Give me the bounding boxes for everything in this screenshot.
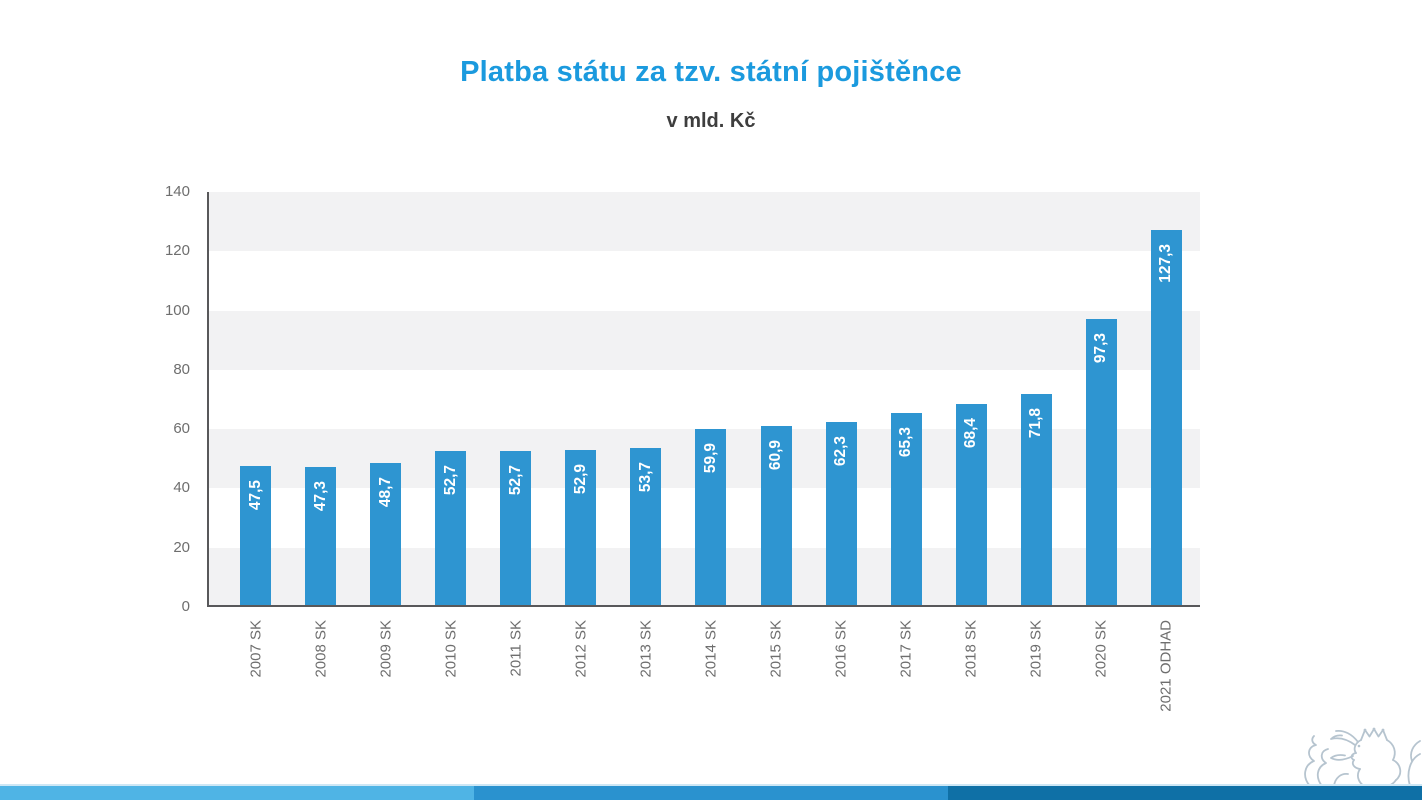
bar: 52,7 [500, 450, 532, 607]
bar-value-label: 60,9 [767, 440, 785, 471]
bar-value-label: 52,7 [441, 464, 459, 495]
x-axis-label: 2008 SK [312, 620, 330, 678]
bar: 60,9 [760, 426, 792, 607]
bar-value-label: 47,5 [246, 480, 264, 511]
bar-value-label: 127,3 [1157, 243, 1175, 283]
y-axis-labels: 0 20 40 60 80 100 120 140 [150, 183, 198, 615]
bar: 62,3 [825, 422, 857, 607]
footer-segment-left [0, 786, 474, 800]
lion-wing-edge-2 [1410, 740, 1421, 762]
x-axis-label: 2011 SK [507, 620, 525, 677]
chart-title: Platba státu za tzv. státní pojištěnce [460, 56, 962, 88]
y-axis-tick-label: 100 [164, 301, 190, 319]
bar: 65,3 [890, 413, 922, 607]
bar: 59,9 [695, 429, 727, 607]
lion-front-leg-2 [1335, 729, 1359, 743]
bar-value-label: 47,3 [311, 480, 329, 511]
bar: 53,7 [630, 447, 662, 607]
grid-band [207, 310, 1200, 370]
bar-value-label: 48,7 [376, 476, 394, 507]
lion-mane-curl-2 [1392, 759, 1402, 781]
y-axis-tick-label: 140 [164, 183, 190, 200]
bar-value-label: 53,7 [636, 461, 654, 492]
bar: 127,3 [1150, 229, 1182, 607]
x-axis-label: 2007 SK [247, 620, 264, 678]
grid-band [207, 192, 1200, 252]
footer-segment-middle [474, 786, 948, 800]
bar: 47,5 [240, 466, 271, 607]
footer-segment-right [948, 786, 1422, 800]
czech-lion-logo-icon [1304, 727, 1421, 787]
lion-tail-1 [1304, 735, 1317, 787]
y-axis-line [207, 192, 209, 607]
bar-value-label: 62,3 [832, 436, 850, 467]
x-axis-label: 2020 SK [1092, 620, 1110, 678]
bar-value-label: 65,3 [897, 427, 915, 458]
x-axis-label: 2015 SK [767, 620, 785, 678]
x-axis-label: 2017 SK [897, 620, 915, 678]
bar: 52,7 [435, 450, 467, 607]
x-axis-label: 2014 SK [702, 620, 720, 678]
bar: 48,7 [370, 462, 402, 607]
bar: 47,3 [305, 466, 337, 607]
x-axis-label: 2019 SK [1027, 620, 1045, 678]
bar-value-label: 97,3 [1092, 332, 1110, 363]
bar-value-label: 71,8 [1027, 408, 1045, 439]
lion-mane-curl-1 [1386, 739, 1396, 761]
x-axis-label: 2010 SK [442, 620, 460, 678]
lion-tongue [1330, 754, 1354, 761]
x-axis-label: 2009 SK [377, 620, 395, 678]
footer-bar [0, 786, 1422, 800]
y-axis-tick-label: 40 [173, 479, 190, 497]
y-axis-tick-label: 80 [173, 360, 190, 378]
bar-value-label: 52,9 [571, 464, 589, 495]
x-axis-labels: 2007 SK 2008 SK 2009 SK 2010 SK 2011 SK 2012 … [207, 607, 1200, 737]
bar: 68,4 [955, 404, 987, 607]
bar: 97,3 [1085, 318, 1117, 607]
y-axis-tick-label: 60 [173, 420, 190, 438]
bar-value-label: 68,4 [962, 418, 980, 449]
bar: 52,9 [565, 450, 597, 607]
y-axis-tick-label: 0 [181, 598, 190, 615]
chart-subtitle: v mld. Kč [666, 110, 756, 132]
plot-area: 47,5 47,3 48,7 52,7 52,7 52,9 53,7 59,9 60,9 62,3… [207, 192, 1200, 607]
lion-tail-2 [1316, 748, 1329, 787]
lion-forehead [1353, 739, 1362, 754]
x-axis-line [207, 605, 1200, 607]
x-axis-label: 2021 ODHAD [1157, 620, 1175, 712]
lion-front-leg-1 [1330, 734, 1356, 746]
x-axis-label: 2013 SK [637, 620, 655, 678]
lion-lower-jaw [1351, 759, 1361, 770]
lion-wing-edge-1 [1407, 753, 1421, 787]
x-axis-label: 2018 SK [962, 620, 980, 678]
bar-value-label: 52,7 [506, 464, 524, 495]
bar-value-label: 59,9 [701, 443, 719, 474]
footer-strip [0, 784, 1422, 786]
y-axis-tick-label: 120 [164, 242, 190, 260]
y-axis-tick-label: 20 [173, 538, 190, 556]
x-axis-label: 2016 SK [832, 620, 850, 678]
x-axis-label: 2012 SK [572, 620, 590, 678]
bar: 71,8 [1020, 394, 1052, 607]
